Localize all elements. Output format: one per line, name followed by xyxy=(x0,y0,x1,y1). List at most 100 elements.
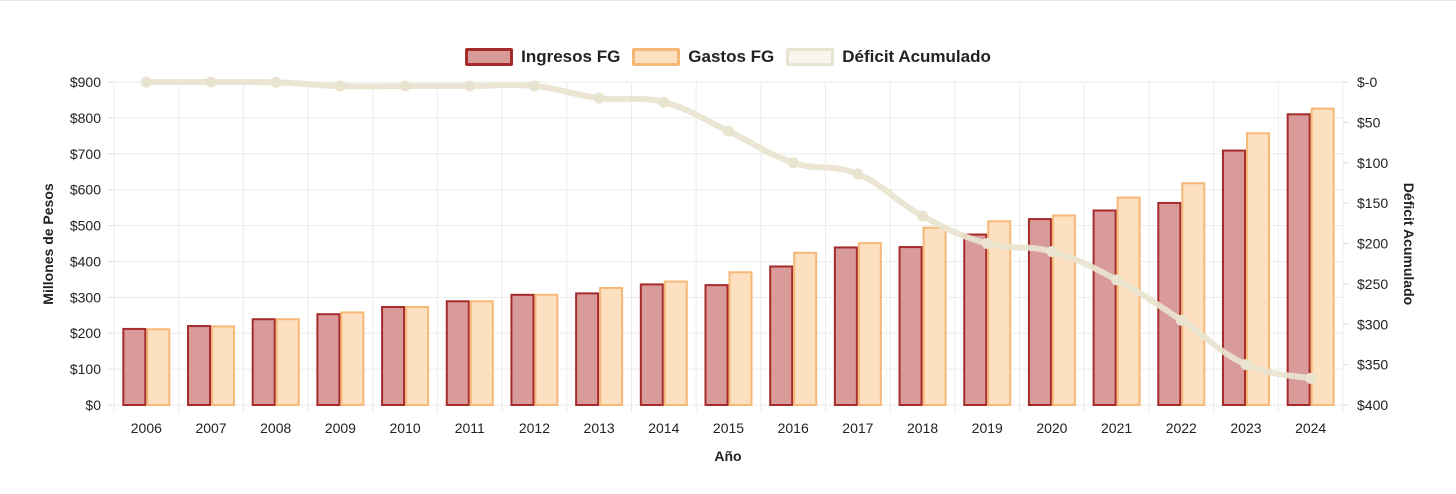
bar-ingresos xyxy=(122,327,147,406)
bar-gastos xyxy=(922,226,947,406)
x-tick-label: 2017 xyxy=(842,420,873,436)
y-tick-label: $300 xyxy=(70,289,101,305)
bar-ingresos xyxy=(1286,113,1311,407)
bar-ingresos xyxy=(963,233,988,406)
x-tick-label: 2014 xyxy=(648,420,679,436)
bar-gastos xyxy=(793,251,818,406)
x-tick-label: 2011 xyxy=(455,420,485,436)
bar-gastos xyxy=(146,328,171,406)
deficit-line xyxy=(140,76,1317,384)
deficit-point xyxy=(852,168,864,180)
deficit-point xyxy=(1240,359,1252,371)
legend-swatch-deficit xyxy=(786,48,835,66)
y2-tick-label: $250 xyxy=(1357,276,1388,292)
deficit-point xyxy=(787,157,799,169)
x-tick-label: 2022 xyxy=(1166,420,1197,436)
legend-item-ingresos[interactable]: Ingresos FG xyxy=(465,47,620,67)
bar-ingresos xyxy=(381,306,406,407)
legend-swatch-ingresos xyxy=(465,48,514,66)
x-tick-label: 2016 xyxy=(778,420,809,436)
deficit-point xyxy=(917,210,929,222)
legend-swatch-gastos xyxy=(632,48,681,66)
axes: $0 $100 $200 $300 $400 $500 $600 $700 $800 $900 $4… xyxy=(70,74,1389,436)
y2-tick-label: $-0 xyxy=(1357,74,1377,90)
x-tick-label: 2020 xyxy=(1036,420,1067,436)
bar-gastos xyxy=(211,325,236,406)
legend-item-gastos[interactable]: Gastos FG xyxy=(632,47,774,67)
bar-gastos xyxy=(663,280,688,407)
x-tick-label: 2024 xyxy=(1295,420,1326,436)
y-tick-label: $100 xyxy=(70,361,101,377)
x-tick-label: 2012 xyxy=(519,420,550,436)
deficit-point xyxy=(723,125,734,137)
bar-gastos xyxy=(275,318,300,406)
deficit-point xyxy=(399,80,411,92)
y-tick-label: $600 xyxy=(70,182,101,198)
deficit-point xyxy=(334,80,346,92)
y2-axis-title: Déficit Acumulado xyxy=(1401,183,1417,305)
bar-gastos xyxy=(469,300,494,406)
legend-label-deficit: Déficit Acumulado xyxy=(842,47,991,66)
bar-gastos xyxy=(1116,196,1141,406)
bar-gastos xyxy=(534,293,559,406)
bar-ingresos xyxy=(1092,209,1117,406)
deficit-point xyxy=(528,80,540,92)
bar-ingresos xyxy=(639,283,664,406)
x-axis-title: Año xyxy=(714,448,741,464)
top-border xyxy=(0,0,1456,1)
bar-ingresos xyxy=(898,246,923,406)
bar-gastos xyxy=(857,242,882,406)
bar-ingresos xyxy=(575,292,600,406)
bar-gastos xyxy=(987,220,1012,406)
y-tick-label: $700 xyxy=(70,146,101,162)
y-tick-label: $0 xyxy=(85,397,101,413)
deficit-point xyxy=(1046,246,1058,258)
bar-gastos xyxy=(599,287,624,407)
bar-ingresos xyxy=(1221,149,1246,406)
deficit-point xyxy=(270,76,282,88)
bar-gastos xyxy=(728,271,753,407)
x-tick-label: 2013 xyxy=(584,420,615,436)
bar-gastos xyxy=(1310,107,1335,407)
y2-tick-label: $350 xyxy=(1357,357,1388,373)
y2-tick-label: $100 xyxy=(1357,155,1388,171)
bar-gastos xyxy=(340,311,365,407)
legend-item-deficit[interactable]: Déficit Acumulado xyxy=(786,47,991,67)
x-tick-label: 2021 xyxy=(1101,420,1132,436)
deficit-point xyxy=(593,92,605,104)
y2-tick-label: $300 xyxy=(1357,316,1388,332)
legend-label-gastos: Gastos FG xyxy=(688,47,775,66)
deficit-point xyxy=(1305,372,1317,384)
x-tick-label: 2007 xyxy=(195,420,226,436)
legend: Ingresos FG Gastos FG Déficit Acumulado xyxy=(0,47,1456,67)
y2-tick-label: $150 xyxy=(1357,195,1388,211)
bar-ingresos xyxy=(704,284,729,406)
x-tick-label: 2009 xyxy=(325,420,356,436)
bar-ingresos xyxy=(510,293,535,406)
bar-ingresos xyxy=(445,300,470,406)
deficit-point xyxy=(981,238,993,249)
bar-ingresos xyxy=(769,265,794,407)
bar-ingresos xyxy=(316,313,341,406)
bar-gastos xyxy=(1245,132,1270,406)
y2-tick-label: $400 xyxy=(1357,397,1388,413)
x-tick-label: 2018 xyxy=(907,420,938,436)
x-tick-label: 2023 xyxy=(1230,420,1261,436)
y-tick-label: $900 xyxy=(70,74,101,90)
bar-gastos xyxy=(1181,182,1206,406)
x-tick-label: 2019 xyxy=(972,420,1003,436)
y-tick-label: $500 xyxy=(70,218,101,234)
legend-label-ingresos: Ingresos FG xyxy=(521,47,621,66)
bar-gastos xyxy=(1051,214,1076,406)
y-tick-label: $400 xyxy=(70,253,101,269)
deficit-point xyxy=(1175,314,1187,326)
bar-ingresos xyxy=(833,246,858,406)
deficit-point xyxy=(205,76,217,88)
bar-ingresos xyxy=(1027,218,1052,406)
y2-tick-label: $200 xyxy=(1357,236,1388,252)
x-tick-label: 2010 xyxy=(390,420,421,436)
bar-ingresos xyxy=(251,318,276,406)
y2-tick-label: $50 xyxy=(1357,114,1381,130)
bar-ingresos xyxy=(187,325,212,406)
